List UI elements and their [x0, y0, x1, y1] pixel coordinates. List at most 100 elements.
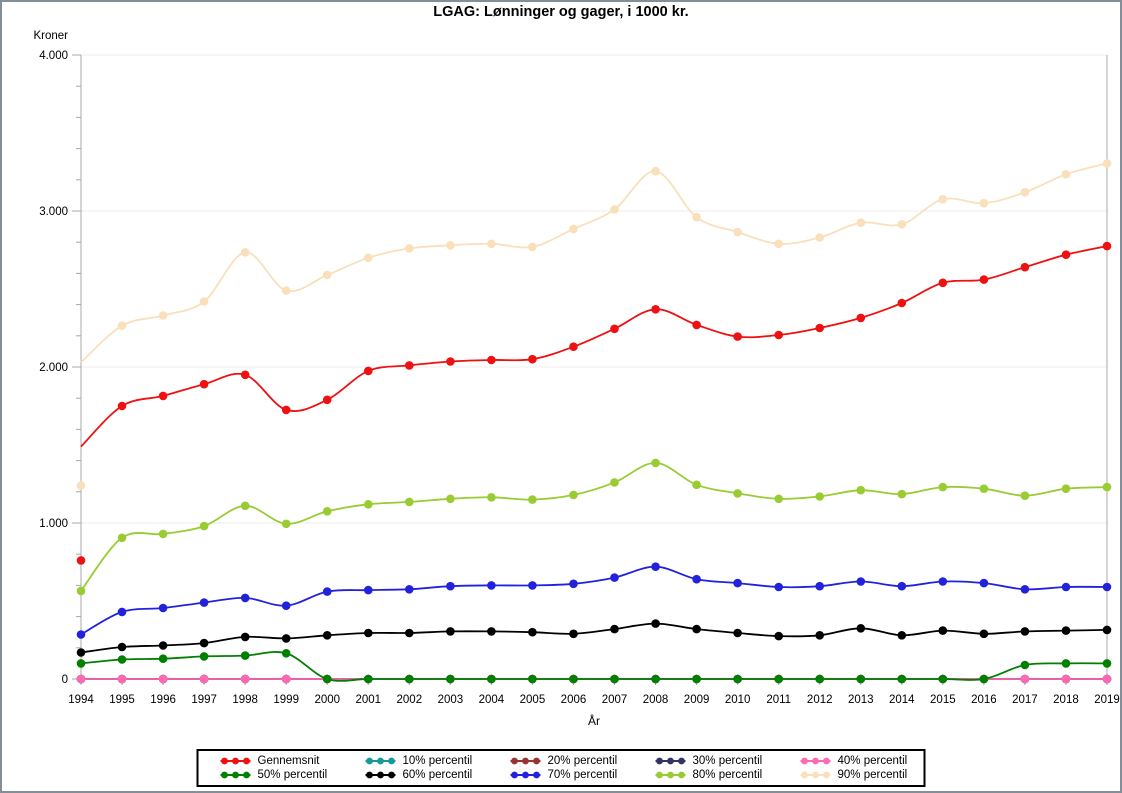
data-point: [979, 484, 989, 494]
svg-text:2010: 2010: [725, 694, 751, 706]
svg-text:2014: 2014: [889, 694, 915, 706]
data-point: [569, 629, 578, 639]
data-point: [1102, 582, 1112, 592]
data-point: [281, 601, 291, 610]
data-point: [446, 494, 455, 504]
data-point: [1061, 659, 1071, 668]
data-point: [1020, 627, 1030, 636]
data-point: [76, 659, 86, 668]
svg-text:2013: 2013: [848, 694, 874, 706]
data-point: [281, 674, 291, 684]
data-point: [897, 581, 907, 591]
data-point: [158, 529, 168, 539]
data-point: [651, 458, 660, 468]
legend-label: 80% percentil: [692, 769, 763, 781]
data-point: [856, 218, 866, 227]
series-90-percentil: [76, 159, 1112, 490]
data-point: [76, 648, 86, 657]
series-gennemsnit: [76, 241, 1112, 565]
legend-item-60-percentil: 60% percentil: [344, 768, 489, 782]
data-point: [1102, 674, 1112, 684]
data-point: [1061, 626, 1071, 635]
data-point: [199, 674, 209, 684]
legend-item-40-percentil: 40% percentil: [779, 754, 924, 768]
data-point: [117, 655, 127, 664]
data-point: [610, 624, 619, 634]
data-point: [733, 674, 742, 684]
svg-text:1994: 1994: [68, 694, 94, 706]
data-point: [897, 489, 907, 499]
data-point: [938, 482, 948, 492]
data-point: [322, 631, 332, 640]
data-point: [446, 627, 455, 636]
data-point: [651, 562, 660, 571]
y-axis-ticks: 0 1.000 2.000 3.000 4.000: [39, 50, 81, 686]
data-point: [979, 578, 989, 588]
data-point: [364, 253, 373, 263]
legend-label: 90% percentil: [837, 769, 908, 781]
data-point: [322, 270, 332, 280]
data-point: [1020, 262, 1030, 272]
data-point: [815, 233, 824, 242]
data-point: [774, 494, 783, 504]
legend-item-70-percentil: 70% percentil: [489, 768, 634, 782]
data-point: [199, 379, 209, 389]
data-point: [856, 485, 866, 495]
legend-label: Gennemsnit: [257, 755, 320, 767]
svg-text:2012: 2012: [807, 694, 833, 706]
data-point: [1061, 582, 1071, 592]
data-point: [199, 598, 209, 607]
data-point: [240, 370, 250, 380]
data-point: [774, 330, 783, 340]
data-point: [938, 626, 948, 635]
data-point: [528, 674, 537, 684]
data-point: [240, 593, 250, 603]
data-point: [569, 342, 578, 352]
legend-item-50-percentil: 50% percentil: [199, 768, 344, 782]
data-point: [117, 607, 127, 617]
data-point: [158, 674, 168, 684]
data-point: [240, 651, 250, 660]
data-point: [897, 674, 907, 684]
svg-text:1995: 1995: [109, 694, 135, 706]
data-point: [856, 577, 866, 586]
data-point: [487, 674, 496, 684]
data-point: [651, 619, 660, 628]
data-point: [569, 490, 578, 500]
series-80-percentil: [76, 458, 1112, 596]
data-point: [446, 357, 455, 366]
data-point: [1020, 585, 1030, 594]
data-point: [158, 311, 168, 320]
series-50-percentil: [76, 649, 1112, 684]
data-point: [610, 573, 619, 582]
legend-label: 20% percentil: [547, 755, 618, 767]
data-point: [240, 632, 250, 642]
legend-marker-icon: [220, 771, 251, 779]
data-point: [1020, 188, 1030, 197]
data-point: [405, 244, 414, 253]
data-point: [815, 492, 824, 501]
data-point: [364, 628, 373, 638]
svg-text:2001: 2001: [355, 694, 381, 706]
data-point: [117, 533, 127, 543]
data-point: [610, 324, 619, 334]
data-point: [281, 649, 291, 658]
data-point: [979, 275, 989, 284]
data-point: [405, 497, 414, 507]
data-point: [1102, 625, 1112, 635]
svg-text:2017: 2017: [1012, 694, 1038, 706]
svg-text:1999: 1999: [273, 694, 299, 706]
data-point: [1102, 241, 1112, 251]
data-point: [774, 631, 783, 641]
data-point: [405, 674, 414, 684]
svg-text:2007: 2007: [602, 694, 628, 706]
legend-label: 70% percentil: [547, 769, 618, 781]
svg-text:1998: 1998: [232, 694, 258, 706]
legend-item-80-percentil: 80% percentil: [634, 768, 779, 782]
data-point: [610, 205, 619, 214]
data-point: [281, 519, 291, 529]
data-point: [938, 674, 948, 684]
